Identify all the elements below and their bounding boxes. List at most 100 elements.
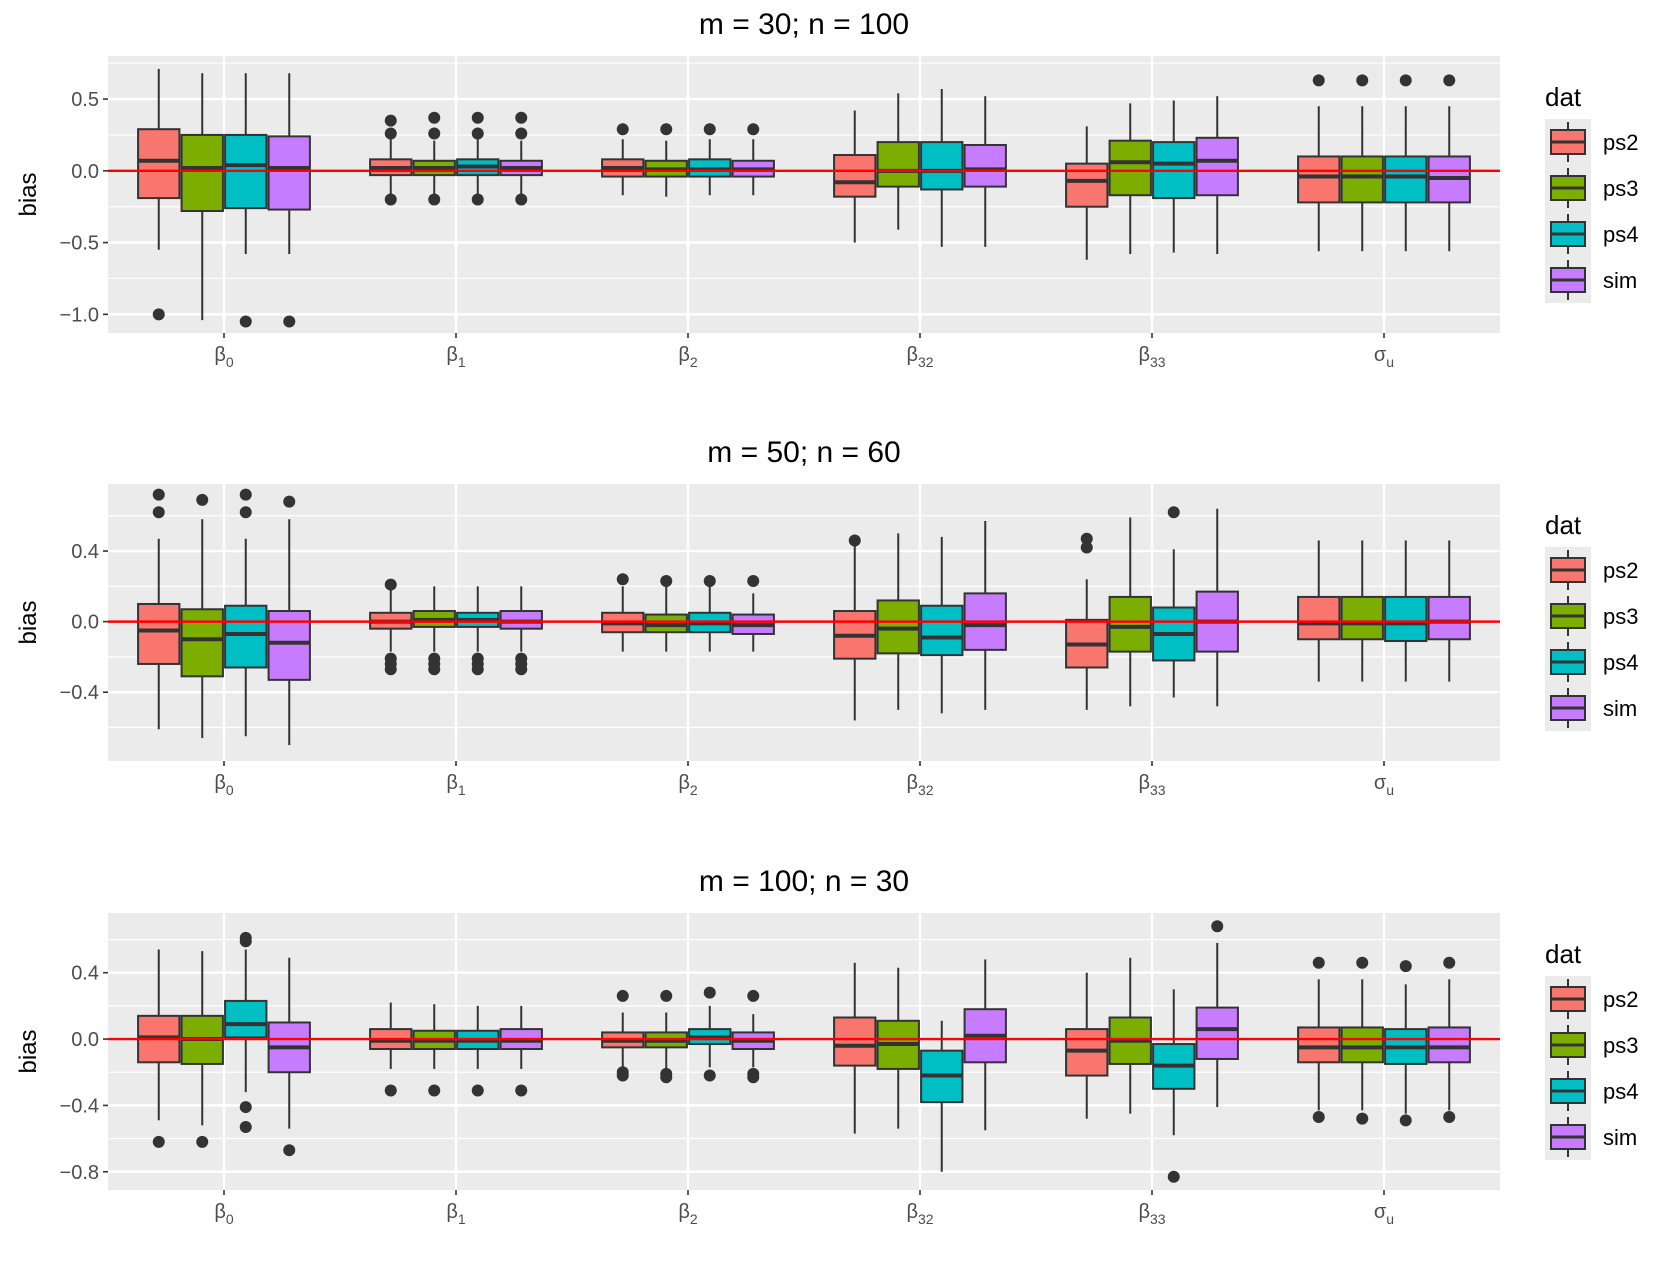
outlier-point [848, 534, 861, 547]
y-tick-label: −0.8 [60, 1162, 99, 1184]
box-ps3-5[interactable]: ps3: median -0.03, IQR -0.17 to 0.14 [1108, 517, 1152, 707]
outlier-point [196, 1135, 209, 1148]
outlier-point [239, 1120, 252, 1133]
box-ps2-4[interactable]: ps2: median -0.08, IQR -0.21 to 0.06 [833, 534, 877, 721]
box-body [876, 141, 920, 188]
box-body [1297, 1026, 1341, 1064]
legend-label: ps4 [1603, 650, 1638, 675]
legend-item-ps3[interactable]: ps3 [1545, 1022, 1638, 1068]
box-ps3-1[interactable]: ps3: median 0.02, IQR -0.28 to 0.25 [180, 73, 224, 321]
outlier-point [384, 193, 397, 206]
box-sim-5[interactable]: sim: median 0.06, IQR -0.12 to 0.19 [1195, 920, 1239, 1108]
legend-item-sim[interactable]: sim [1545, 257, 1637, 303]
box-ps4-5[interactable]: ps4: median -0.16, IQR -0.3 to -0.03 [1152, 989, 1196, 1183]
outlier-point [1080, 541, 1093, 554]
box-ps2-4[interactable]: ps2: median -0.04, IQR -0.16 to 0.13 [833, 962, 877, 1134]
outlier-point [152, 1135, 165, 1148]
outlier-point [1443, 1111, 1456, 1124]
legend-item-ps4[interactable]: ps4 [1545, 211, 1638, 257]
box-ps3-5[interactable]: ps3: median -0.01, IQR -0.15 to 0.13 [1108, 957, 1152, 1114]
y-tick-label: −1.0 [60, 304, 99, 326]
box-sim-4[interactable]: sim: median 0.02, IQR -0.14 to 0.18 [963, 959, 1007, 1131]
outlier-point [1356, 956, 1369, 969]
box-sim-3[interactable]: sim: median 0.01, IQR -0.04 to 0.07 [731, 123, 775, 196]
box-ps2-1[interactable]: ps2: median -0.05, IQR -0.24 to 0.1 [137, 488, 181, 730]
box-body [224, 604, 268, 669]
outlier-point [239, 315, 252, 328]
legend-item-ps3[interactable]: ps3 [1545, 593, 1638, 639]
box-ps2-4[interactable]: ps2: median -0.08, IQR -0.18 to 0.11 [833, 110, 877, 243]
box-ps4-5[interactable]: ps4: median -0.07, IQR -0.22 to 0.08 [1152, 506, 1196, 698]
box-sim-1[interactable]: sim: median 0.02, IQR -0.27 to 0.24 [267, 73, 311, 328]
box-body [963, 143, 1007, 188]
legend-item-sim[interactable]: sim [1545, 1114, 1637, 1160]
box-body [833, 154, 877, 198]
box-body [1108, 139, 1152, 197]
outlier-point [239, 931, 252, 944]
box-ps4-3[interactable]: ps4: median 0.01, IQR -0.03 to 0.06 [688, 986, 732, 1082]
box-ps2-6[interactable]: ps2: median -0.05, IQR -0.14 to 0.07 [1297, 956, 1341, 1124]
box-sim-2[interactable]: sim: median 0.02, IQR -0.03 to 0.07 [499, 111, 543, 206]
box-ps3-6[interactable]: ps3: median -0.04, IQR -0.22 to 0.1 [1340, 74, 1384, 252]
x-tick-label: β33 [1138, 1201, 1165, 1227]
box-sim-3[interactable]: sim: median -0.02, IQR -0.07 to 0.04 [731, 575, 775, 652]
box-ps3-4[interactable]: ps3: median -0.04, IQR -0.18 to 0.12 [876, 533, 920, 710]
legend-item-ps2[interactable]: ps2 [1545, 547, 1638, 593]
x-tick-label: β33 [1138, 344, 1165, 370]
outlier-point [471, 193, 484, 206]
box-body [137, 602, 181, 665]
box-body [1108, 595, 1152, 653]
panel-1: 0.5 0.0 −0.5 −1.0 β0 β1 β2 β32 β33 σu m = 30; n = … [15, 8, 1638, 370]
box-ps4-3[interactable]: ps4: median 0.01, IQR -0.04 to 0.08 [688, 123, 732, 196]
box-ps2-3[interactable]: ps2: median -0.01, IQR -0.05 to 0.04 [601, 989, 645, 1082]
box-ps4-6[interactable]: ps4: median -0.04, IQR -0.22 to 0.1 [1384, 74, 1428, 252]
box-ps2-6[interactable]: ps2: median -0.01, IQR -0.1 to 0.14 [1297, 540, 1341, 682]
box-ps2-5[interactable]: ps2: median -0.07, IQR -0.22 to 0.06 [1065, 972, 1109, 1119]
box-ps3-6[interactable]: ps3: median -0.01, IQR -0.1 to 0.14 [1340, 540, 1384, 682]
box-ps4-6[interactable]: ps4: median -0.05, IQR -0.15 to 0.06 [1384, 960, 1428, 1127]
legend-item-ps4[interactable]: ps4 [1545, 639, 1638, 685]
box-ps2-3[interactable]: ps2: median 0.02, IQR -0.04 to 0.08 [601, 123, 645, 196]
outlier-point [703, 986, 716, 999]
legend-item-ps3[interactable]: ps3 [1545, 165, 1638, 211]
outlier-point [747, 1071, 760, 1084]
legend-item-sim[interactable]: sim [1545, 685, 1637, 731]
legend-item-ps4[interactable]: ps4 [1545, 1068, 1638, 1114]
box-ps3-3[interactable]: ps3: median -0.02, IQR -0.06 to 0.04 [644, 575, 688, 652]
box-ps3-4[interactable]: ps3: median -0.03, IQR -0.18 to 0.11 [876, 967, 920, 1129]
plot-background [108, 913, 1500, 1190]
box-sim-2[interactable]: sim: median -0.01, IQR -0.06 to 0.06 [499, 1005, 543, 1097]
box-ps4-2[interactable]: ps4: median 0.01, IQR -0.03 to 0.05 [456, 586, 500, 676]
box-ps3-5[interactable]: ps3: median 0.06, IQR -0.17 to 0.21 [1108, 103, 1152, 255]
box-sim-6[interactable]: sim: median 0, IQR -0.1 to 0.14 [1427, 540, 1471, 682]
box-sim-5[interactable]: sim: median 0.07, IQR -0.17 to 0.23 [1195, 96, 1239, 255]
box-sim-4[interactable]: sim: median 0.01, IQR -0.11 to 0.18 [963, 96, 1007, 247]
box-ps4-1[interactable]: ps4: median 0.09, IQR 0.01 to 0.23 [224, 931, 268, 1133]
box-ps2-6[interactable]: ps2: median -0.04, IQR -0.22 to 0.1 [1297, 74, 1341, 252]
y-tick-label: 0.4 [71, 963, 99, 985]
box-ps3-2[interactable]: ps3: median 0.01, IQR -0.03 to 0.06 [412, 586, 456, 676]
legend-item-ps2[interactable]: ps2 [1545, 976, 1638, 1022]
outlier-point [471, 127, 484, 140]
outlier-point [660, 575, 673, 588]
outlier-point [1211, 920, 1224, 933]
legend-item-ps2[interactable]: ps2 [1545, 119, 1638, 165]
legend-label: ps2 [1603, 558, 1638, 583]
legend-label: sim [1603, 1125, 1637, 1150]
outlier-point [515, 1084, 528, 1097]
box-ps4-4[interactable]: ps4: median -0.09, IQR -0.19 to 0.09 [920, 536, 964, 714]
box-ps4-6[interactable]: ps4: median -0.01, IQR -0.11 to 0.14 [1384, 540, 1428, 682]
box-sim-6[interactable]: sim: median -0.05, IQR -0.14 to 0.07 [1427, 956, 1471, 1124]
box-ps4-1[interactable]: ps4: median -0.07, IQR -0.26 to 0.09 [224, 488, 268, 737]
box-sim-6[interactable]: sim: median -0.05, IQR -0.22 to 0.1 [1427, 74, 1471, 252]
box-sim-1[interactable]: sim: median -0.05, IQR -0.2 to 0.1 [267, 957, 311, 1157]
box-ps3-3[interactable]: ps3: median 0.01, IQR -0.04 to 0.07 [644, 123, 688, 197]
outlier-point [471, 663, 484, 676]
x-tick-label: β1 [446, 772, 466, 798]
box-ps2-1[interactable]: ps2: median 0.07, IQR -0.19 to 0.29 [137, 68, 181, 321]
box-ps4-4[interactable]: ps4: median -0.22, IQR -0.38 to -0.07 [920, 1020, 964, 1172]
outlier-point [384, 127, 397, 140]
box-sim-3[interactable]: sim: median -0.01, IQR -0.06 to 0.04 [731, 989, 775, 1084]
box-ps2-5[interactable]: ps2: median -0.13, IQR -0.26 to 0.01 [1065, 532, 1109, 710]
box-ps3-6[interactable]: ps3: median -0.05, IQR -0.14 to 0.07 [1340, 956, 1384, 1125]
